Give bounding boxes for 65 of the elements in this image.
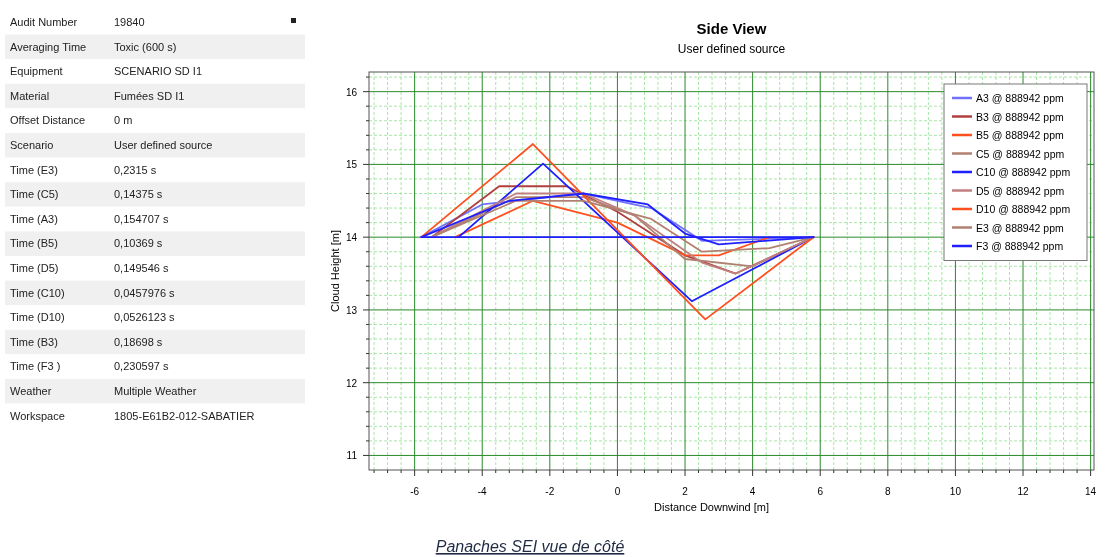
- y-tick-label: 12: [345, 377, 358, 389]
- text: 0,18698 s: [114, 335, 163, 348]
- x-tick-label: 10: [949, 486, 962, 497]
- x-tick-label: -4: [477, 486, 488, 497]
- text: Time (B5): [10, 237, 58, 250]
- text: 1805-E61B2-012-SABATIER: [114, 409, 255, 422]
- text: 19840: [114, 16, 145, 28]
- text: Averaging Time: [10, 40, 87, 53]
- chart-subtitle: User defined source: [677, 42, 786, 56]
- text: 0,0457976 s: [114, 286, 176, 299]
- legend-label: D10 @ 888942 ppm: [976, 203, 1071, 215]
- x-tick-label: 4: [749, 486, 756, 497]
- text: Time (D10): [10, 311, 65, 324]
- text: Time (F3 ): [10, 360, 61, 373]
- y-tick-label: 15: [345, 159, 358, 171]
- x-tick-label: -2: [545, 486, 555, 497]
- text: Time (D5): [10, 262, 59, 274]
- legend-label: C10 @ 888942 ppm: [976, 166, 1071, 178]
- y-axis-title: Cloud Height [m]: [329, 230, 341, 312]
- y-tick-label: 11: [346, 450, 358, 462]
- text: User defined source: [114, 139, 213, 151]
- text: Toxic (600 s): [114, 40, 177, 53]
- text: Audit Number: [10, 16, 78, 28]
- text: Material: [10, 89, 50, 102]
- text: 0 m: [114, 114, 133, 127]
- text: 0,149546 s: [114, 262, 169, 274]
- legend-label: A3 @ 888942 ppm: [976, 92, 1064, 104]
- chart-title: Side View: [696, 20, 767, 37]
- text: Time (E3): [10, 163, 58, 176]
- x-tick-label: 8: [885, 486, 892, 497]
- text: 0,0526123 s: [114, 311, 176, 324]
- text: 0,230597 s: [114, 360, 169, 373]
- x-axis-title: Distance Downwind [m]: [654, 501, 769, 513]
- text: Offset Distance: [10, 114, 85, 127]
- y-tick-label: 13: [345, 304, 358, 316]
- legend-label: E3 @ 888942 ppm: [976, 221, 1064, 234]
- text: Fumées SD I1: [114, 89, 185, 102]
- text: Workspace: [10, 409, 65, 422]
- text: 0,2315 s: [114, 163, 157, 176]
- y-tick-label: 16: [345, 86, 358, 98]
- y-tick-label: 14: [345, 232, 358, 244]
- legend-label: D5 @ 888942 ppm: [976, 184, 1065, 197]
- text: Scenario: [10, 139, 54, 151]
- x-tick-label: 2: [682, 486, 689, 497]
- x-tick-label: 6: [817, 486, 824, 497]
- text: Time (C5): [10, 188, 59, 201]
- x-tick-label: -6: [410, 486, 420, 497]
- text: 0,10369 s: [114, 237, 163, 250]
- legend-label: B5 @ 888942 ppm: [976, 129, 1064, 141]
- text: Time (C10): [10, 286, 65, 299]
- text: SCENARIO SD I1: [114, 65, 203, 78]
- text: Equipment: [10, 65, 63, 78]
- x-tick-label: 14: [1085, 486, 1097, 497]
- x-tick-label: 12: [1017, 486, 1030, 497]
- legend-label: B3 @ 888942 ppm: [976, 110, 1064, 123]
- text: Multiple Weather: [114, 385, 197, 397]
- text: Time (A3): [10, 212, 58, 225]
- text: Panaches SEI vue de côté: [435, 538, 625, 555]
- text: Weather: [10, 385, 52, 397]
- x-tick-label: 0: [614, 486, 621, 497]
- legend-label: F3 @ 888942 ppm: [976, 240, 1064, 252]
- text: Time (B3): [10, 335, 58, 348]
- legend-label: C5 @ 888942 ppm: [976, 147, 1065, 160]
- text: 0,14375 s: [114, 188, 163, 201]
- text: 0,154707 s: [114, 212, 169, 225]
